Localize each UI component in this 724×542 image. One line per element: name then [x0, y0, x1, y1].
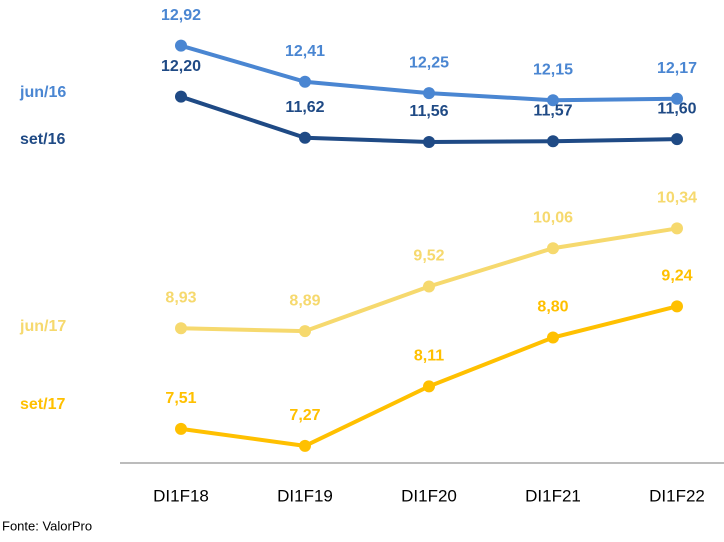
- legend-label: set/17: [20, 396, 65, 413]
- point: [299, 75, 311, 88]
- series-line: [180, 226, 678, 334]
- point: [671, 92, 683, 105]
- point: [299, 131, 311, 144]
- point: [671, 133, 683, 146]
- data-label: 7,51: [165, 390, 196, 407]
- data-label: 8,93: [165, 290, 196, 307]
- legend-label: set/16: [20, 131, 65, 148]
- x-tick-label: DI1F18: [153, 486, 209, 505]
- point: [547, 331, 559, 344]
- data-label: 9,24: [661, 268, 692, 285]
- point: [423, 87, 435, 100]
- data-label: 12,41: [285, 43, 325, 60]
- point: [175, 39, 187, 52]
- x-tick-label: DI1F20: [401, 486, 457, 505]
- series-line: [180, 304, 678, 448]
- point: [671, 300, 683, 313]
- point: [299, 439, 311, 452]
- source-note: Fonte: ValorPro: [2, 518, 92, 533]
- point: [175, 90, 187, 103]
- data-label: 12,25: [409, 54, 449, 71]
- point: [423, 280, 435, 293]
- point: [547, 94, 559, 107]
- data-label: 8,89: [289, 292, 320, 309]
- data-label: 11,57: [533, 103, 572, 120]
- data-label: 11,56: [409, 103, 448, 120]
- data-label: 12,20: [161, 58, 201, 75]
- data-label: 12,17: [657, 60, 697, 77]
- data-label: 10,06: [533, 209, 573, 226]
- x-tick-label: DI1F19: [277, 486, 333, 505]
- point: [175, 422, 187, 435]
- data-label: 12,92: [161, 7, 201, 24]
- legend-label: jun/16: [19, 84, 66, 101]
- point: [671, 222, 683, 235]
- point: [299, 325, 311, 338]
- data-label: 12,15: [533, 61, 573, 78]
- data-label: 8,80: [537, 299, 568, 316]
- x-tick-label: DI1F21: [525, 486, 581, 505]
- point: [175, 322, 187, 335]
- data-label: 9,52: [413, 248, 444, 265]
- data-label: 8,11: [414, 348, 444, 365]
- data-label: 11,60: [657, 100, 696, 117]
- point: [547, 135, 559, 148]
- x-tick-label: DI1F22: [649, 486, 705, 505]
- point: [547, 242, 559, 255]
- data-label: 11,62: [285, 99, 324, 116]
- point: [423, 136, 435, 148]
- point: [423, 380, 435, 393]
- data-label: 7,27: [289, 407, 320, 424]
- data-label: 10,34: [657, 190, 697, 207]
- legend-label: jun/17: [19, 318, 66, 335]
